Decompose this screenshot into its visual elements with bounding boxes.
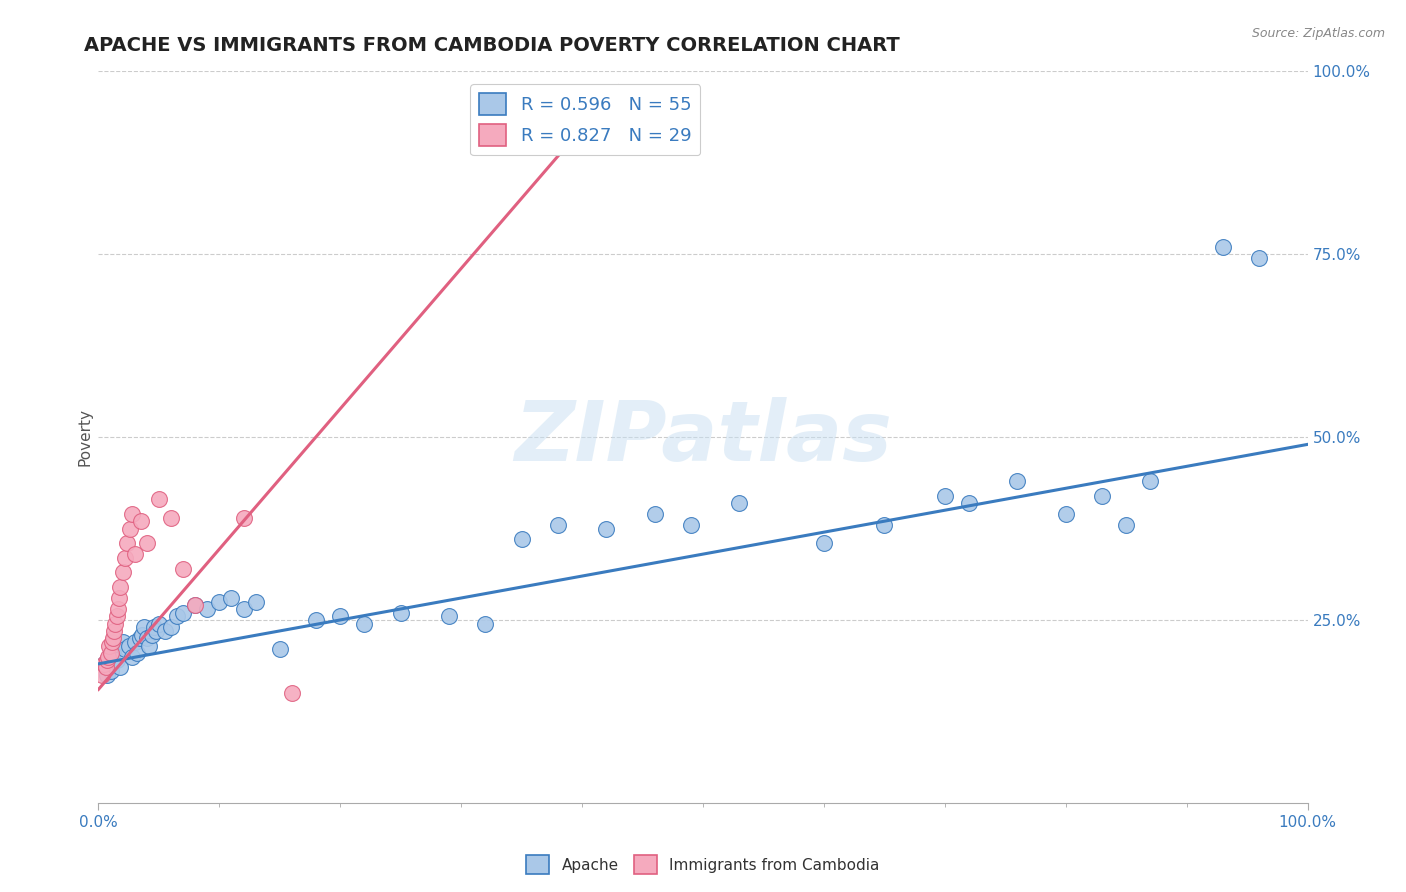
Point <box>679 517 702 532</box>
Point <box>1054 507 1077 521</box>
Y-axis label: Poverty: Poverty <box>77 408 93 467</box>
Point <box>97 649 120 664</box>
Point <box>108 660 131 674</box>
Point <box>111 635 134 649</box>
Point <box>437 609 460 624</box>
Point <box>107 602 129 616</box>
Point <box>105 653 128 667</box>
Point <box>118 639 141 653</box>
Point <box>547 517 569 532</box>
Point <box>98 639 121 653</box>
Point <box>111 566 134 580</box>
Point <box>114 550 136 565</box>
Point <box>118 521 141 535</box>
Point <box>474 616 496 631</box>
Point <box>93 657 115 671</box>
Point <box>195 602 218 616</box>
Point <box>245 594 267 608</box>
Text: Source: ZipAtlas.com: Source: ZipAtlas.com <box>1251 27 1385 40</box>
Point <box>166 609 188 624</box>
Text: ZIPatlas: ZIPatlas <box>515 397 891 477</box>
Text: APACHE VS IMMIGRANTS FROM CAMBODIA POVERTY CORRELATION CHART: APACHE VS IMMIGRANTS FROM CAMBODIA POVER… <box>84 36 900 54</box>
Point <box>104 616 127 631</box>
Point <box>281 686 304 700</box>
Point <box>108 580 131 594</box>
Point <box>124 635 146 649</box>
Point <box>1249 251 1271 265</box>
Point <box>305 613 328 627</box>
Point <box>101 646 124 660</box>
Point <box>389 606 412 620</box>
Point <box>128 632 150 646</box>
Point <box>1139 474 1161 488</box>
Point <box>232 510 254 524</box>
Point <box>269 642 291 657</box>
Point <box>127 646 149 660</box>
Point <box>100 635 122 649</box>
Point <box>138 639 160 653</box>
Point <box>1212 240 1234 254</box>
Point <box>172 562 194 576</box>
Point <box>208 594 231 608</box>
Legend: R = 0.596   N = 55, R = 0.827   N = 29: R = 0.596 N = 55, R = 0.827 N = 29 <box>470 84 700 155</box>
Point <box>103 624 125 638</box>
Point <box>595 521 617 535</box>
Point <box>510 533 533 547</box>
Point <box>184 599 207 613</box>
Point <box>105 609 128 624</box>
Point <box>100 664 122 678</box>
Point <box>134 620 156 634</box>
Point <box>148 492 170 507</box>
Point <box>131 627 153 641</box>
Point <box>121 507 143 521</box>
Point <box>873 517 896 532</box>
Point <box>145 624 167 638</box>
Point <box>957 496 980 510</box>
Point <box>96 667 118 681</box>
Point <box>117 536 139 550</box>
Point <box>93 657 115 671</box>
Point <box>96 653 118 667</box>
Point <box>100 646 122 660</box>
Point <box>644 507 666 521</box>
Point <box>934 489 956 503</box>
Point <box>232 602 254 616</box>
Legend: Apache, Immigrants from Cambodia: Apache, Immigrants from Cambodia <box>520 849 886 880</box>
Point <box>1115 517 1137 532</box>
Point <box>160 620 183 634</box>
Point <box>94 660 117 674</box>
Point <box>108 591 131 605</box>
Point <box>329 609 352 624</box>
Point <box>129 514 152 528</box>
Point <box>135 632 157 646</box>
Point <box>1091 489 1114 503</box>
Point <box>160 510 183 524</box>
Point <box>101 632 124 646</box>
Point <box>121 649 143 664</box>
Point <box>1007 474 1029 488</box>
Point <box>124 547 146 561</box>
Point <box>91 667 114 681</box>
Point <box>353 616 375 631</box>
Point <box>221 591 243 605</box>
Point <box>143 620 166 634</box>
Point <box>172 606 194 620</box>
Point <box>153 624 176 638</box>
Point <box>813 536 835 550</box>
Point <box>135 536 157 550</box>
Point <box>728 496 751 510</box>
Point <box>114 642 136 657</box>
Point <box>184 599 207 613</box>
Point <box>141 627 163 641</box>
Point <box>148 616 170 631</box>
